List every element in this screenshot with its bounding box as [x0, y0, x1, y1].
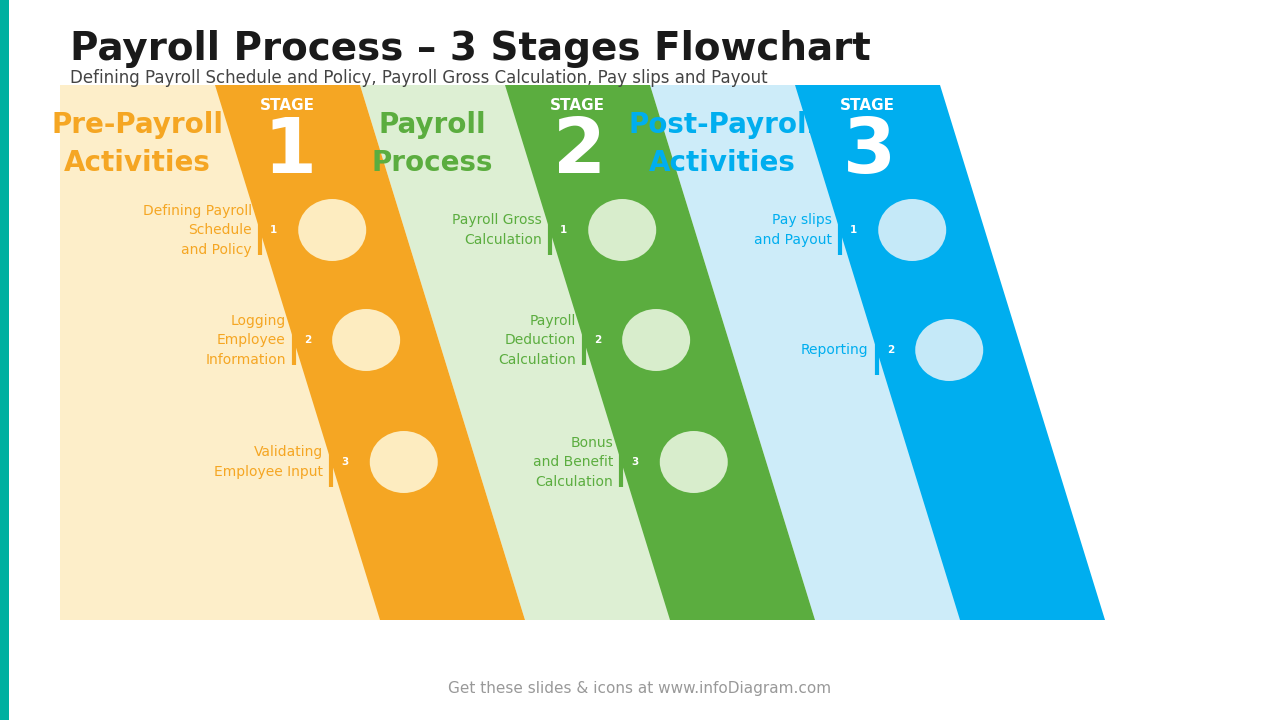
Text: Defining Payroll
Schedule
and Policy: Defining Payroll Schedule and Policy [142, 204, 252, 256]
Text: Payroll
Deduction
Calculation: Payroll Deduction Calculation [498, 313, 576, 366]
Text: Activities: Activities [64, 149, 211, 177]
Text: Logging
Employee
Information: Logging Employee Information [205, 313, 285, 366]
Text: 1: 1 [850, 225, 858, 235]
Text: Post-Payroll: Post-Payroll [628, 111, 817, 139]
Ellipse shape [659, 431, 728, 493]
Text: Validating
Employee Input: Validating Employee Input [214, 445, 324, 479]
Text: 1: 1 [270, 225, 278, 235]
Text: STAGE: STAGE [260, 97, 315, 112]
Ellipse shape [878, 199, 946, 261]
Polygon shape [795, 85, 1105, 620]
Text: Defining Payroll Schedule and Policy, Payroll Gross Calculation, Pay slips and P: Defining Payroll Schedule and Policy, Pa… [70, 69, 768, 87]
Text: Payroll Process – 3 Stages Flowchart: Payroll Process – 3 Stages Flowchart [70, 30, 870, 68]
Text: 2: 2 [887, 345, 895, 355]
Circle shape [297, 329, 319, 351]
Text: Process: Process [371, 149, 493, 177]
Circle shape [586, 329, 609, 351]
Ellipse shape [589, 199, 657, 261]
Text: Get these slides & icons at www.infoDiagram.com: Get these slides & icons at www.infoDiag… [448, 681, 832, 696]
Text: 1: 1 [262, 115, 316, 189]
Ellipse shape [332, 309, 401, 371]
Ellipse shape [298, 199, 366, 261]
Circle shape [879, 339, 901, 361]
Circle shape [553, 219, 575, 241]
Polygon shape [650, 85, 1105, 620]
Polygon shape [60, 85, 525, 620]
Text: Reporting: Reporting [801, 343, 869, 357]
Bar [0, 0, 9, 720]
Polygon shape [360, 85, 815, 620]
Text: Activities: Activities [649, 149, 796, 177]
Text: 1: 1 [561, 225, 567, 235]
Text: 2: 2 [305, 335, 311, 345]
Polygon shape [215, 85, 525, 620]
Text: STAGE: STAGE [840, 97, 895, 112]
Text: Payroll Gross
Calculation: Payroll Gross Calculation [452, 213, 541, 247]
Ellipse shape [622, 309, 690, 371]
Text: Payroll: Payroll [379, 111, 486, 139]
Circle shape [262, 219, 284, 241]
Ellipse shape [370, 431, 438, 493]
Text: 2: 2 [553, 115, 605, 189]
Text: 3: 3 [342, 457, 349, 467]
Circle shape [625, 451, 646, 473]
Polygon shape [506, 85, 815, 620]
Text: Pay slips
and Payout: Pay slips and Payout [754, 213, 832, 247]
Text: STAGE: STAGE [550, 97, 605, 112]
Text: Bonus
and Benefit
Calculation: Bonus and Benefit Calculation [532, 436, 613, 488]
Text: Pre-Payroll: Pre-Payroll [51, 111, 224, 139]
Circle shape [334, 451, 356, 473]
Text: 3: 3 [631, 457, 639, 467]
Circle shape [842, 219, 865, 241]
Ellipse shape [915, 319, 983, 381]
Text: 2: 2 [594, 335, 602, 345]
Text: 3: 3 [844, 115, 896, 189]
